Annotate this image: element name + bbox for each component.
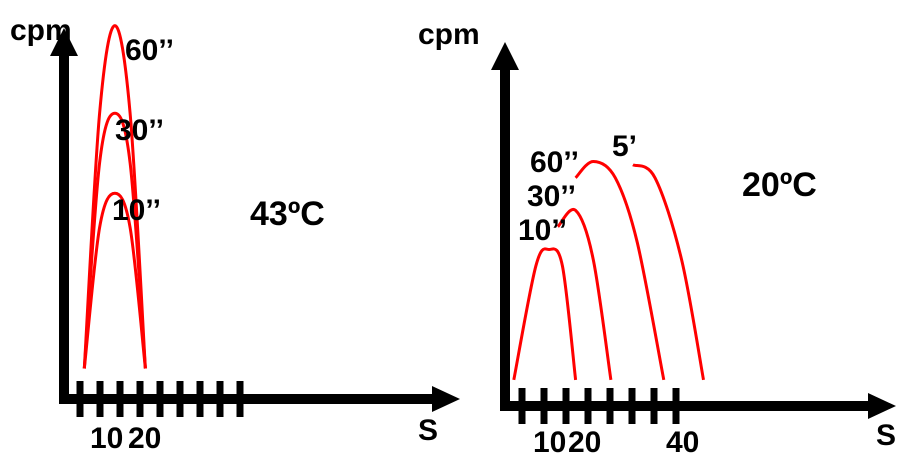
series-curve: [556, 207, 613, 381]
series-curves: [512, 159, 705, 381]
series-curve: [574, 159, 666, 381]
x-tick-label: 10: [533, 426, 566, 454]
series-label: 10’’: [112, 194, 161, 227]
series-curve: [632, 163, 705, 381]
x-tick-label: 20: [568, 426, 601, 454]
x-tick-label: 20: [128, 422, 161, 454]
temperature-annotation: 20ºC: [742, 166, 817, 204]
x-axis-arrow: [432, 386, 460, 412]
series-label: 60’’: [125, 34, 174, 67]
x-axis-label: S: [876, 419, 896, 452]
y-axis-label: cpm: [10, 14, 72, 47]
temperature-annotation: 43ºC: [250, 195, 325, 233]
series-label: 60’’: [530, 146, 579, 179]
series-curve: [512, 247, 578, 381]
x-ticks: [76, 381, 244, 417]
chart-panel-20c: cpm S 20ºC 10 20 40 10’’ 30’’ 60’’ 5’: [418, 18, 896, 454]
x-axis-arrow: [868, 393, 896, 419]
series-label: 5’: [612, 130, 637, 163]
series-label: 30’’: [527, 180, 576, 213]
series-label: 10’’: [518, 214, 567, 247]
y-axis-arrow: [50, 28, 78, 56]
x-tick-label: 10: [90, 422, 123, 454]
chart-panel-43c: cpm S 43ºC 10 20 60’’ 30’’ 10’’: [10, 14, 460, 454]
series-curve: [82, 191, 147, 369]
x-tick-label: 40: [666, 426, 699, 454]
series-curve: [82, 24, 147, 369]
x-axis-label: S: [418, 414, 438, 447]
x-ticks: [518, 388, 680, 424]
series-label: 30’’: [115, 114, 164, 147]
y-axis-label: cpm: [418, 18, 480, 51]
series-curves: [82, 24, 147, 369]
y-axis-arrow: [491, 42, 519, 70]
series-curve: [82, 111, 147, 369]
